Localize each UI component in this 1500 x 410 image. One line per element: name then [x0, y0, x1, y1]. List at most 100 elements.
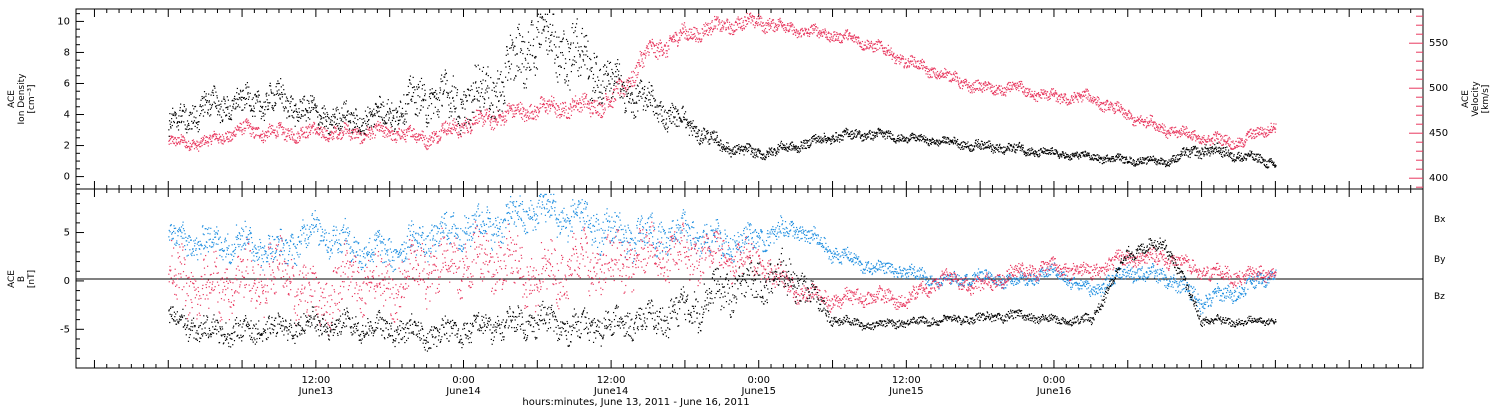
- data-point: [453, 100, 455, 102]
- data-point: [410, 135, 412, 138]
- data-point: [271, 92, 273, 94]
- data-point: [441, 105, 443, 107]
- data-point: [984, 81, 986, 83]
- data-point: [1198, 137, 1200, 139]
- data-point: [686, 37, 688, 39]
- data-point: [258, 94, 260, 97]
- data-point: [514, 45, 516, 47]
- data-point: [1068, 102, 1070, 104]
- data-point: [569, 89, 571, 91]
- data-point: [671, 37, 673, 39]
- data-point: [1226, 140, 1229, 142]
- data-point: [377, 124, 379, 127]
- data-point: [501, 81, 503, 83]
- data-point: [606, 85, 608, 87]
- data-point: [291, 136, 294, 138]
- data-point: [241, 96, 243, 98]
- data-point: [810, 32, 812, 34]
- data-point: [536, 106, 539, 108]
- data-point: [1195, 137, 1197, 139]
- data-point: [1222, 144, 1224, 146]
- data-point: [458, 124, 461, 126]
- data-point: [488, 87, 490, 89]
- data-point: [183, 137, 186, 139]
- data-point: [1250, 132, 1253, 134]
- data-point: [243, 121, 245, 123]
- data-point: [444, 131, 446, 133]
- data-point: [464, 123, 466, 125]
- data-point: [755, 21, 758, 23]
- data-point: [461, 122, 463, 125]
- data-point: [908, 65, 911, 67]
- data-point: [227, 138, 229, 140]
- data-point: [709, 23, 711, 25]
- data-point: [1275, 123, 1277, 125]
- data-point: [1209, 144, 1212, 146]
- data-point: [1101, 109, 1103, 111]
- data-point: [538, 42, 540, 45]
- data-point: [1134, 121, 1136, 123]
- data-point: [859, 43, 861, 45]
- data-point: [1097, 104, 1099, 106]
- data-point: [1137, 120, 1139, 122]
- data-point: [525, 87, 527, 89]
- data-point: [653, 44, 655, 46]
- data-point: [293, 117, 295, 119]
- data-point: [937, 76, 939, 78]
- data-point: [720, 21, 722, 23]
- data-point: [210, 114, 212, 116]
- data-point: [218, 142, 220, 144]
- data-point: [429, 97, 432, 100]
- data-point: [898, 56, 901, 59]
- data-point: [463, 94, 465, 96]
- data-point: [992, 86, 994, 88]
- data-point: [480, 80, 482, 83]
- data-point: [230, 119, 233, 121]
- data-point: [182, 110, 184, 112]
- data-point: [529, 105, 532, 107]
- data-point: [391, 129, 393, 132]
- data-point: [205, 95, 207, 97]
- data-point: [232, 107, 234, 109]
- data-point: [590, 70, 593, 72]
- data-point: [322, 117, 324, 119]
- data-point: [308, 100, 310, 102]
- data-point: [671, 38, 674, 41]
- data-point: [365, 114, 368, 117]
- data-point: [550, 40, 552, 42]
- data-point: [328, 138, 330, 140]
- data-point: [1194, 130, 1196, 132]
- data-point: [252, 128, 254, 131]
- data-point: [190, 112, 192, 114]
- data-point: [1112, 104, 1114, 106]
- data-point: [552, 103, 554, 105]
- data-point: [294, 125, 296, 127]
- data-point: [1006, 89, 1008, 91]
- data-point: [220, 136, 222, 138]
- data-point: [292, 133, 295, 135]
- data-point: [557, 114, 559, 117]
- data-point: [463, 91, 465, 93]
- data-point: [229, 140, 231, 142]
- data-point: [301, 134, 303, 136]
- data-point: [706, 29, 708, 31]
- data-point: [279, 93, 281, 95]
- data-point: [190, 113, 192, 116]
- data-point: [952, 79, 954, 81]
- data-point: [360, 133, 362, 135]
- data-point: [443, 122, 445, 124]
- data-point: [527, 62, 529, 64]
- data-point: [278, 127, 280, 129]
- data-point: [1093, 100, 1095, 102]
- data-point: [490, 76, 492, 79]
- data-point: [184, 124, 186, 126]
- data-point: [1018, 89, 1020, 92]
- data-point: [665, 50, 667, 52]
- data-point: [471, 101, 473, 103]
- data-point: [267, 127, 270, 129]
- data-point: [1221, 144, 1223, 146]
- data-point: [961, 81, 963, 83]
- data-point: [539, 46, 541, 48]
- data-point: [505, 115, 507, 117]
- data-point: [538, 111, 540, 113]
